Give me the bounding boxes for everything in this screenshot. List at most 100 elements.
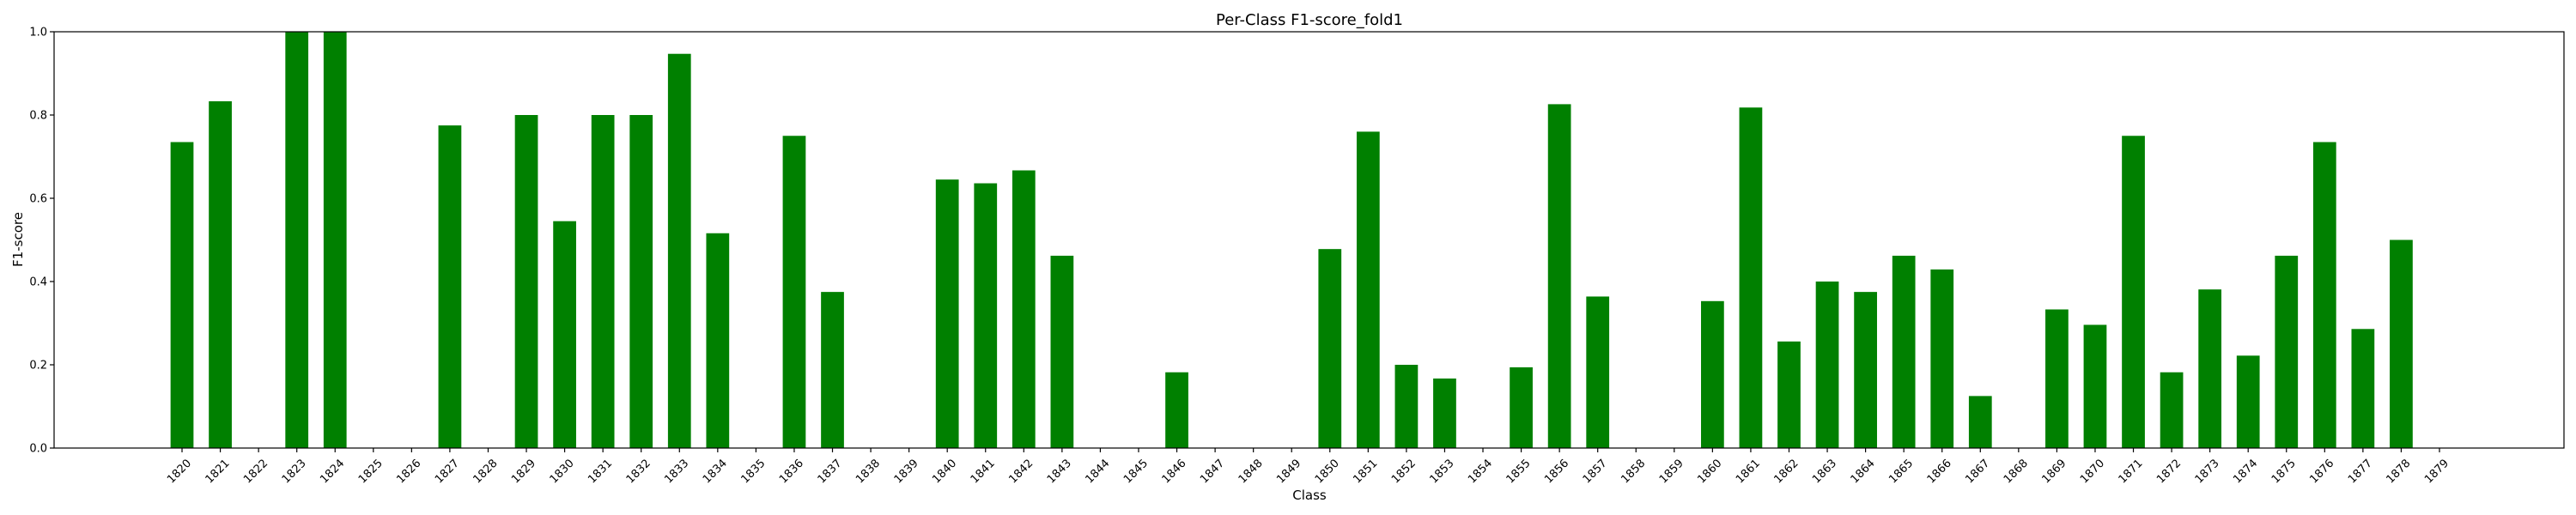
x-tick-label: 1854 <box>1466 457 1495 486</box>
bar-1842 <box>1012 170 1036 448</box>
x-tick-label: 1860 <box>1695 457 1724 486</box>
y-tick-label: 0.4 <box>29 276 47 289</box>
x-tick-label: 1847 <box>1198 457 1227 486</box>
bar-1873 <box>2198 289 2222 448</box>
x-tick-label: 1822 <box>241 457 270 486</box>
x-tick-label: 1821 <box>204 457 233 486</box>
bar-1875 <box>2275 255 2299 448</box>
x-tick-label: 1823 <box>280 457 309 486</box>
bar-1864 <box>1854 292 1877 449</box>
x-tick-label: 1827 <box>433 457 462 486</box>
x-tick-label: 1858 <box>1619 457 1648 486</box>
x-tick-label: 1848 <box>1236 457 1266 486</box>
bar-1870 <box>2083 324 2107 448</box>
bar-1833 <box>667 53 691 449</box>
bar-1878 <box>2390 239 2413 448</box>
x-tick-label: 1839 <box>892 457 921 486</box>
x-tick-label: 1865 <box>1886 457 1916 486</box>
bar-1853 <box>1433 379 1456 448</box>
x-tick-label: 1845 <box>1121 457 1151 486</box>
bar-1866 <box>1930 269 1954 448</box>
bar-1823 <box>285 32 309 448</box>
bar-1869 <box>2045 309 2069 448</box>
x-tick-label: 1824 <box>318 457 347 486</box>
x-tick-label: 1832 <box>624 457 653 486</box>
x-tick-label: 1838 <box>854 457 883 486</box>
bar-1843 <box>1050 255 1074 448</box>
bar-1877 <box>2351 329 2375 448</box>
x-tick-label: 1828 <box>471 457 501 486</box>
bar-1876 <box>2312 142 2336 448</box>
bar-1874 <box>2236 355 2260 448</box>
bar-1852 <box>1394 365 1419 448</box>
bar-1857 <box>1586 296 1610 448</box>
x-tick-label: 1851 <box>1351 457 1380 486</box>
y-tick-label: 0.6 <box>29 193 47 206</box>
x-tick-label: 1844 <box>1083 457 1112 486</box>
x-tick-label: 1833 <box>662 457 691 486</box>
x-tick-label: 1869 <box>2039 457 2069 486</box>
x-tick-label: 1861 <box>1734 457 1763 486</box>
bar-1860 <box>1701 300 1724 448</box>
x-tick-label: 1872 <box>2154 457 2184 486</box>
x-tick-label: 1870 <box>2078 457 2107 486</box>
x-tick-label: 1866 <box>1925 457 1954 486</box>
y-tick-label: 0.2 <box>29 360 47 373</box>
bar-1820 <box>170 142 194 448</box>
x-tick-label: 1857 <box>1581 457 1610 486</box>
bar-1856 <box>1547 104 1571 448</box>
bar-1836 <box>782 136 806 448</box>
x-tick-label: 1825 <box>356 457 386 486</box>
x-tick-label: 1877 <box>2346 457 2375 486</box>
x-tick-label: 1834 <box>701 457 730 486</box>
x-tick-label: 1859 <box>1657 457 1686 486</box>
x-tick-label: 1862 <box>1772 457 1801 486</box>
x-tick-label: 1874 <box>2231 457 2260 486</box>
bar-1832 <box>629 115 653 448</box>
x-tick-label: 1830 <box>548 457 577 486</box>
bar-1871 <box>2122 136 2145 448</box>
x-tick-label: 1820 <box>165 457 194 486</box>
bar-1841 <box>974 183 998 449</box>
bar-1865 <box>1892 255 1916 448</box>
y-tick-label: 1.0 <box>29 27 47 39</box>
x-tick-label: 1853 <box>1427 457 1456 486</box>
bar-1850 <box>1318 249 1342 448</box>
x-tick-label: 1843 <box>1045 457 1074 486</box>
x-tick-label: 1850 <box>1313 457 1342 486</box>
bar-1821 <box>209 101 232 448</box>
x-tick-label: 1852 <box>1389 457 1419 486</box>
x-tick-label: 1875 <box>2269 457 2299 486</box>
x-tick-label: 1856 <box>1542 457 1571 486</box>
bar-1872 <box>2160 372 2184 448</box>
x-tick-label: 1826 <box>394 457 423 486</box>
x-tick-label: 1841 <box>969 457 998 486</box>
x-tick-label: 1831 <box>586 457 615 486</box>
y-tick-label: 0.8 <box>29 110 47 123</box>
y-tick-label: 0.0 <box>29 443 47 456</box>
bar-1863 <box>1815 282 1839 448</box>
x-tick-label: 1871 <box>2117 457 2146 486</box>
bar-1827 <box>438 125 462 449</box>
x-tick-label: 1855 <box>1504 457 1534 486</box>
bar-1834 <box>706 233 730 448</box>
bar-1846 <box>1165 372 1188 448</box>
bar-1861 <box>1739 107 1763 449</box>
bar-1824 <box>323 32 347 448</box>
x-tick-label: 1842 <box>1006 457 1036 486</box>
y-axis: 0.0 0.2 0.4 0.6 0.8 1.0 <box>29 27 54 456</box>
x-tick-label: 1837 <box>816 457 845 486</box>
chart-title: Per-Class F1-score_fold1 <box>1216 11 1403 29</box>
plot-frame <box>53 31 2565 449</box>
bar-1830 <box>553 221 576 448</box>
bar-1851 <box>1356 131 1380 448</box>
bar-1862 <box>1777 341 1801 448</box>
bar-1829 <box>514 115 538 448</box>
x-tick-label: 1829 <box>509 457 538 486</box>
bar-1840 <box>935 179 959 448</box>
x-tick-label: 1879 <box>2422 457 2451 486</box>
x-tick-label: 1878 <box>2384 457 2413 486</box>
bar-1837 <box>821 292 844 449</box>
x-tick-label: 1835 <box>738 457 768 486</box>
